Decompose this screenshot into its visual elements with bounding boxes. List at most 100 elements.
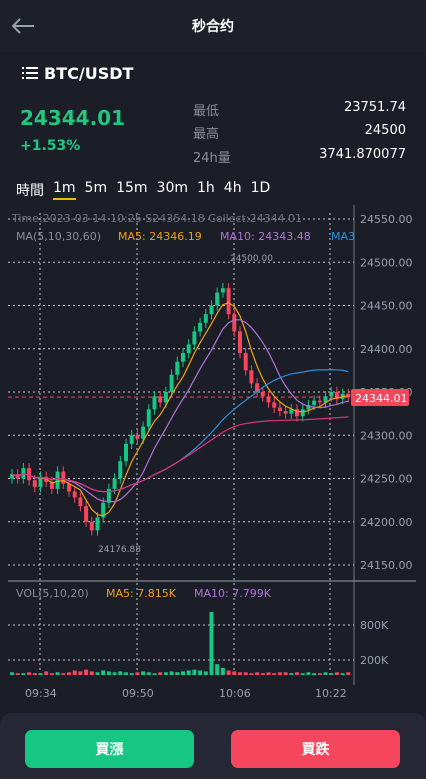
volume-bar [220, 667, 225, 675]
volume-bar [78, 671, 83, 675]
volume-bar [106, 671, 111, 675]
candle-body [10, 474, 14, 479]
candle-body [27, 468, 32, 481]
candle-body [67, 483, 71, 492]
volume-bar [15, 673, 20, 675]
price-tick-label: 24500.00 [360, 256, 413, 269]
buy-up-button[interactable]: 買漲 [25, 730, 194, 768]
volume-bar [84, 669, 89, 675]
price-tick-label: 24300.00 [360, 429, 413, 442]
candle-body [78, 497, 83, 507]
volume-bar [198, 670, 203, 675]
candle-body [158, 396, 163, 403]
arrow-left-icon[interactable] [10, 14, 36, 38]
candle-body [198, 322, 203, 332]
tab-time[interactable]: 時間 [16, 183, 44, 199]
volume-bar [346, 672, 351, 675]
volume-bar [124, 672, 128, 675]
candle-body [346, 393, 351, 398]
stat-volume-label: 24h量 [193, 151, 231, 166]
price-change: +1.53% [20, 138, 81, 154]
candle-body [272, 402, 277, 408]
tab-5m[interactable]: 5m [84, 180, 108, 196]
volume-bar [163, 672, 168, 675]
volume-bar [129, 673, 134, 675]
volume-bar [243, 672, 248, 675]
volume-bar [312, 673, 317, 675]
candle-body [300, 409, 305, 417]
candle-body [38, 476, 43, 488]
ma60-line [11, 416, 349, 493]
volume-bar [38, 673, 43, 675]
tab-15m[interactable]: 15m [116, 180, 148, 196]
volume-tick-label: 200K [360, 654, 389, 667]
volume-bar [203, 671, 208, 675]
candle-body [141, 426, 146, 439]
candle-body [255, 383, 260, 392]
tab-1h[interactable]: 1h [197, 180, 215, 196]
candle-body [163, 392, 168, 403]
volume-bar [67, 672, 71, 675]
candle-body [89, 521, 94, 531]
ma30-label: MA3 [331, 230, 355, 243]
tab-30m[interactable]: 30m [156, 180, 188, 196]
volume-bar [340, 673, 345, 675]
timeframe-tabs: 時間 1m 5m 15m 30m 1h 4h 1D [16, 180, 279, 200]
volume-bar [32, 673, 37, 675]
tab-1d[interactable]: 1D [250, 180, 271, 196]
time-tick-label: 10:06 [219, 687, 251, 700]
candle-body [306, 404, 311, 410]
price-tick-label: 24550.00 [360, 213, 413, 226]
time-tick-label: 10:22 [315, 687, 347, 700]
candle-body [124, 443, 128, 462]
pair-selector[interactable]: BTC/USDT [22, 62, 133, 84]
volume-bar [55, 672, 60, 675]
list-menu-icon [22, 67, 38, 79]
tab-1m[interactable]: 1m [53, 180, 76, 200]
candle-body [101, 502, 106, 518]
page-title: 秒合约 [192, 19, 234, 35]
tab-4h[interactable]: 4h [223, 180, 242, 196]
candle-body [135, 435, 140, 439]
price-tick-label: 24200.00 [360, 516, 413, 529]
volume-bar [323, 672, 328, 675]
volume-bar [266, 672, 271, 675]
candle-body [152, 396, 157, 410]
candle-body [215, 292, 220, 306]
candle-body [61, 471, 66, 484]
last-price: 24344.01 [20, 106, 126, 130]
volume-bar [49, 673, 54, 675]
candle-body [129, 435, 134, 444]
volume-bar [306, 672, 311, 675]
volume-bar [186, 670, 191, 675]
stat-volume-value: 3741.870077 [319, 147, 406, 162]
volume-bar [289, 673, 294, 675]
candle-body [84, 506, 89, 522]
candle-body [203, 314, 208, 323]
candle-body [283, 411, 288, 414]
volume-bar [232, 671, 237, 675]
volume-bar [169, 671, 174, 675]
high-marker-label: 24500.00 [230, 254, 273, 264]
volume-bar [44, 671, 49, 675]
volume-bar [141, 671, 146, 675]
volume-bar [260, 673, 265, 675]
candle-body [186, 344, 191, 354]
volume-bar [158, 672, 163, 675]
ma5-label: MA5: 24346.19 [118, 230, 202, 243]
candlestick-chart[interactable]: 24550.0024500.0024450.0024400.0024350.00… [0, 205, 426, 710]
current-price-tag [351, 389, 409, 406]
volume-bar [329, 673, 334, 675]
candle-body [323, 396, 328, 403]
vol-ma5-label: MA5: 7.815K [106, 587, 177, 600]
candle-body [118, 461, 123, 479]
buy-down-button[interactable]: 買跌 [231, 730, 400, 768]
volume-bar [249, 673, 254, 675]
stat-high-value: 24500 [364, 123, 406, 138]
ma-title: MA(5,10,30,60) [16, 230, 101, 243]
candle-body [169, 374, 174, 392]
candle-body [146, 409, 151, 427]
candle-body [220, 288, 225, 293]
volume-bar [112, 672, 117, 675]
volume-bar [61, 673, 66, 675]
